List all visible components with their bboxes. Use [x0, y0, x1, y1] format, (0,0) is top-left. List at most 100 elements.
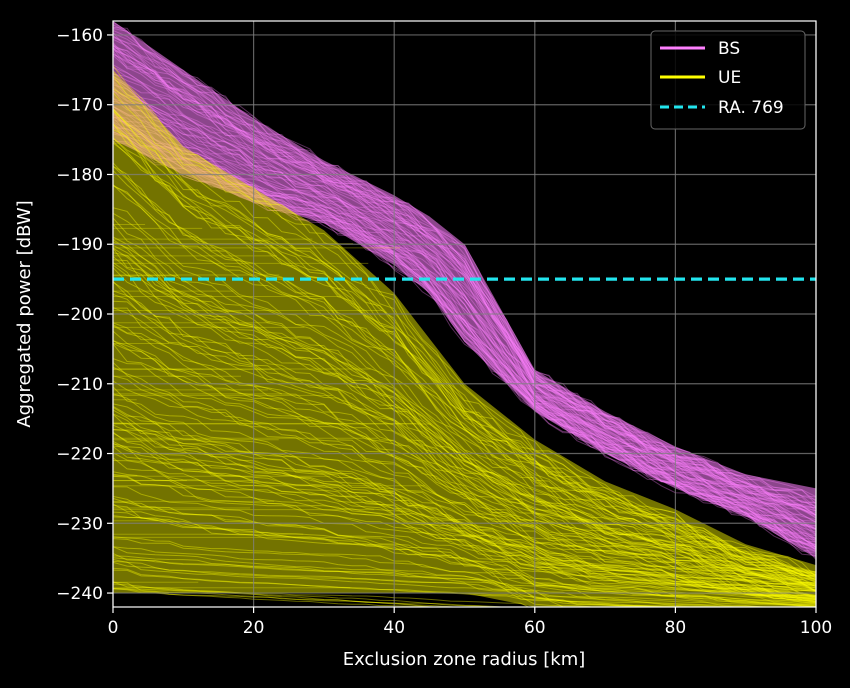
series-bs-trajectory	[113, 24, 816, 498]
series-bs-trajectory	[113, 113, 816, 549]
series-bs-trajectory	[113, 77, 816, 527]
series-bs-trajectory	[113, 42, 816, 509]
series-ue-trajectory	[113, 123, 816, 579]
legend-label-ue: UE	[718, 68, 741, 88]
x-tick-label: 0	[108, 618, 119, 638]
series-ue-trajectory	[113, 546, 741, 607]
series-bs-trajectory	[113, 116, 816, 552]
series-ue-trajectory	[113, 290, 816, 593]
series-ue-trajectory	[113, 108, 816, 579]
series-ue-trajectory	[113, 475, 816, 603]
x-tick-label: 40	[383, 618, 405, 638]
series-ue-trajectory	[113, 256, 816, 587]
series-bs-trajectory	[113, 44, 816, 517]
series-ue-trajectory	[113, 267, 816, 592]
series-ue-trajectory	[113, 264, 816, 584]
x-axis-label: Exclusion zone radius [km]	[343, 649, 586, 670]
series-ue-trajectory	[113, 546, 776, 607]
series-bs-trajectory	[113, 105, 816, 547]
series-bs-trajectory	[113, 55, 816, 518]
series-ue-trajectory	[113, 340, 816, 592]
series-ue-trajectory	[113, 330, 816, 592]
series-bs-trajectory	[113, 88, 816, 540]
axes: 0 20 40 60 80 100 −160 −170 −180 −190 −200 −210 −220…	[56, 26, 832, 638]
series-ue-trajectory	[113, 403, 816, 597]
series-bs-trajectory	[113, 49, 816, 509]
series-ue-trajectory	[113, 75, 816, 578]
series-ue-trajectory	[113, 457, 816, 602]
series-bs-trajectory	[113, 75, 816, 530]
series-ue-trajectory	[113, 443, 816, 601]
y-tick-label: −190	[56, 235, 103, 255]
y-tick-label: −230	[56, 514, 103, 534]
series-ue-trajectory	[113, 471, 816, 602]
series-ue-trajectory	[113, 247, 816, 583]
series-bs-trajectory	[113, 97, 816, 537]
series-ue-trajectory	[113, 137, 816, 581]
x-tick-label: 60	[524, 618, 546, 638]
series-ue-trajectory	[113, 588, 436, 607]
series-ue-trajectory	[113, 442, 816, 603]
series-ue-trajectory	[113, 109, 816, 575]
series-ue-trajectory	[113, 516, 816, 606]
series-bs-trajectory	[113, 133, 816, 550]
series-bs-trajectory	[113, 72, 816, 522]
series-bs-trajectory	[113, 127, 816, 552]
series-ue-trajectory	[113, 307, 816, 591]
series-ue-trajectory	[113, 515, 816, 607]
series-ue-trajectory	[113, 170, 816, 577]
series-bs-trajectory	[113, 43, 816, 512]
series-bs-trajectory	[113, 35, 816, 507]
series-ue-trajectory	[113, 505, 816, 605]
series-bs-trajectory	[113, 64, 816, 523]
series-ue-trajectory	[113, 560, 669, 607]
series-ue-trajectory	[113, 409, 816, 597]
series-bs-trajectory	[113, 75, 816, 521]
series-ue-trajectory	[113, 207, 816, 577]
y-tick-label: −210	[56, 375, 103, 395]
series-bs-trajectory	[113, 115, 816, 546]
series-ue-trajectory	[113, 393, 816, 598]
series-bs-trajectory	[113, 29, 816, 503]
x-tick-label: 20	[243, 618, 265, 638]
y-tick-label: −200	[56, 305, 103, 325]
data-layer	[113, 21, 816, 607]
series-ue-trajectory	[113, 561, 668, 607]
series-ue-trajectory	[113, 386, 816, 591]
series-ue-trajectory	[113, 429, 816, 599]
y-tick-label: −170	[56, 96, 103, 116]
series-ue-trajectory	[113, 559, 694, 607]
series-ue-trajectory	[113, 241, 816, 581]
series-ue-trajectory	[113, 140, 816, 573]
series-ue-trajectory	[113, 252, 816, 584]
series-ue-trajectory	[113, 380, 816, 599]
legend-box	[650, 30, 806, 130]
y-tick-label: −160	[56, 26, 103, 46]
x-tick-label: 100	[800, 618, 832, 638]
series-ue-trajectory	[113, 165, 816, 580]
series-ue-trajectory	[113, 137, 816, 573]
series-bs-trajectory	[113, 47, 816, 517]
legend: BS UE RA. 769	[650, 30, 806, 130]
series-ue-trajectory	[113, 300, 816, 589]
series-bs-trajectory	[113, 131, 816, 560]
series-bs-trajectory	[113, 66, 816, 524]
series-bs-trajectory	[113, 32, 816, 508]
series-ue-trajectory	[113, 184, 816, 581]
series-bs-trajectory	[113, 117, 816, 545]
series-ue-trajectory	[113, 538, 771, 607]
series-ue-trajectory	[113, 340, 816, 592]
series-ue-trajectory	[113, 406, 816, 600]
series-ue-trajectory	[113, 581, 517, 607]
series-ue-trajectory	[113, 236, 816, 584]
series-ue-trajectory	[113, 495, 816, 604]
series-bs-trajectory	[113, 66, 816, 516]
series-ue-trajectory	[113, 429, 816, 598]
series-ue-trajectory	[113, 431, 816, 600]
series-ue-trajectory	[113, 581, 443, 607]
series-ue-trajectory	[113, 375, 816, 598]
series-ue-trajectory	[113, 362, 816, 597]
series-bs-trajectory	[113, 127, 816, 548]
